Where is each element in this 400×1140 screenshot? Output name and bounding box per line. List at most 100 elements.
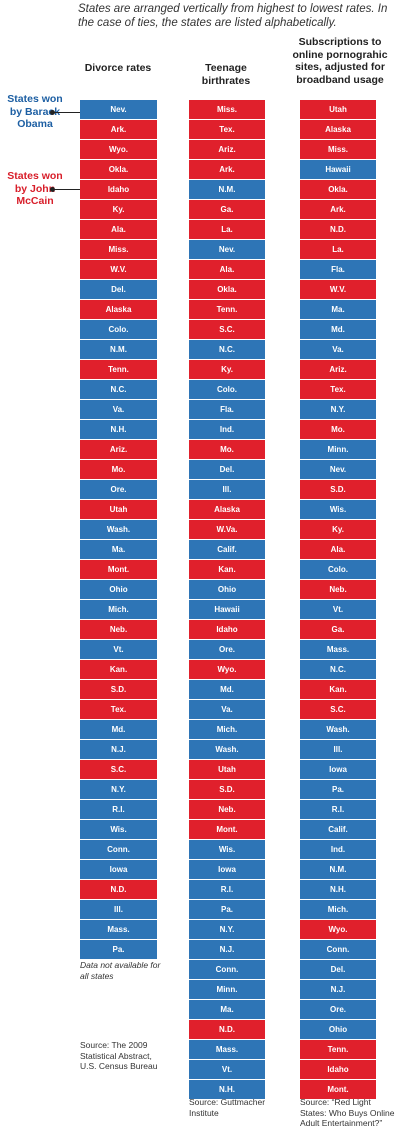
state-cell: Ariz. [189, 140, 265, 160]
state-cell: N.M. [80, 340, 157, 360]
intro-text: States are arranged vertically from high… [78, 3, 388, 29]
state-cell: Mich. [80, 600, 157, 620]
state-cell: S.C. [80, 760, 157, 780]
state-cell: Del. [300, 960, 376, 980]
state-cell: N.C. [189, 340, 265, 360]
state-cell: Ky. [189, 360, 265, 380]
state-cell: Nev. [80, 100, 157, 120]
state-cell: Vt. [80, 640, 157, 660]
state-cell: Tenn. [300, 1040, 376, 1060]
state-cell: N.C. [300, 660, 376, 680]
state-cell: Wyo. [80, 140, 157, 160]
state-cell: Kan. [189, 560, 265, 580]
state-cell: Ma. [300, 300, 376, 320]
state-cell: Mont. [300, 1080, 376, 1100]
column-divorce-rates: Nev. Ark. Wyo. Okla. Idaho Ky. Ala. Miss. W.V. De… [80, 100, 157, 960]
state-cell: Ohio [189, 580, 265, 600]
legend-mccain-label: States won by John McCain [7, 170, 63, 207]
state-cell: Ohio [300, 1020, 376, 1040]
state-cell: Kan. [300, 680, 376, 700]
state-cell: Fla. [189, 400, 265, 420]
column-porn-subscriptions: Utah Alaska Miss. Hawaii Okla. Ark. N.D. La. Fla… [300, 100, 376, 1100]
state-cell: N.Y. [300, 400, 376, 420]
state-cell: Ill. [300, 740, 376, 760]
state-cell: Conn. [300, 940, 376, 960]
state-cell: Ark. [189, 160, 265, 180]
state-cell: R.I. [80, 800, 157, 820]
state-cell: Miss. [189, 100, 265, 120]
state-cell: Alaska [189, 500, 265, 520]
state-cell: Utah [80, 500, 157, 520]
state-cell: N.M. [189, 180, 265, 200]
state-cell: S.C. [300, 700, 376, 720]
state-cell: Idaho [80, 180, 157, 200]
state-cell: Miss. [300, 140, 376, 160]
state-cell: Ma. [189, 1000, 265, 1020]
state-cell: Utah [300, 100, 376, 120]
porn-source: Source: “Red Light States: Who Buys Onli… [300, 1097, 395, 1128]
state-cell: Ind. [189, 420, 265, 440]
state-cell: Ala. [80, 220, 157, 240]
state-cell: Nev. [300, 460, 376, 480]
state-cell: Ky. [300, 520, 376, 540]
state-cell: Alaska [300, 120, 376, 140]
state-cell: Alaska [80, 300, 157, 320]
state-cell: Iowa [300, 760, 376, 780]
state-cell: Hawaii [300, 160, 376, 180]
state-cell: Wash. [189, 740, 265, 760]
state-cell: Del. [80, 280, 157, 300]
state-cell: N.H. [189, 1080, 265, 1100]
state-cell: Nev. [189, 240, 265, 260]
state-cell: Colo. [189, 380, 265, 400]
state-cell: Ala. [189, 260, 265, 280]
state-cell: Mich. [300, 900, 376, 920]
state-cell: Hawaii [189, 600, 265, 620]
state-cell: Va. [189, 700, 265, 720]
state-cell: Mass. [189, 1040, 265, 1060]
state-cell: Ohio [80, 580, 157, 600]
state-cell: Vt. [300, 600, 376, 620]
state-cell: Md. [300, 320, 376, 340]
state-cell: Wis. [300, 500, 376, 520]
state-cell: Idaho [300, 1060, 376, 1080]
state-cell: Ark. [80, 120, 157, 140]
state-cell: N.M. [300, 860, 376, 880]
state-cell: Fla. [300, 260, 376, 280]
state-cell: Tenn. [80, 360, 157, 380]
state-cell: N.J. [189, 940, 265, 960]
state-cell: Ga. [189, 200, 265, 220]
state-cell: Calif. [300, 820, 376, 840]
state-cell: W.Va. [189, 520, 265, 540]
state-cell: R.I. [189, 880, 265, 900]
state-cell: Minn. [189, 980, 265, 1000]
state-cell: N.D. [300, 220, 376, 240]
state-cell: Mont. [189, 820, 265, 840]
state-cell: Wis. [189, 840, 265, 860]
state-cell: La. [300, 240, 376, 260]
legend-obama-label: States won by Barack Obama [7, 93, 63, 130]
state-cell: Pa. [300, 780, 376, 800]
state-cell: Minn. [300, 440, 376, 460]
state-cell: N.H. [80, 420, 157, 440]
state-cell: N.J. [300, 980, 376, 1000]
state-cell: Tenn. [189, 300, 265, 320]
state-cell: Ariz. [80, 440, 157, 460]
state-cell: R.I. [300, 800, 376, 820]
state-cell: Ark. [300, 200, 376, 220]
state-cell: Tex. [189, 120, 265, 140]
legend-mccain-dot [50, 187, 55, 192]
legend-mccain-pointer [52, 189, 80, 190]
state-cell: N.D. [189, 1020, 265, 1040]
state-cell: Okla. [300, 180, 376, 200]
state-cell: Neb. [300, 580, 376, 600]
state-cell: Va. [300, 340, 376, 360]
teen-source: Source: Guttmacher Institute [189, 1097, 266, 1118]
legend-obama-pointer [52, 112, 80, 113]
state-cell: W.V. [80, 260, 157, 280]
divorce-source: Source: The 2009 Statistical Abstract, U… [80, 1040, 158, 1071]
state-cell: Pa. [189, 900, 265, 920]
state-cell: Ma. [80, 540, 157, 560]
state-cell: Utah [189, 760, 265, 780]
state-cell: Pa. [80, 940, 157, 960]
state-cell: Colo. [80, 320, 157, 340]
